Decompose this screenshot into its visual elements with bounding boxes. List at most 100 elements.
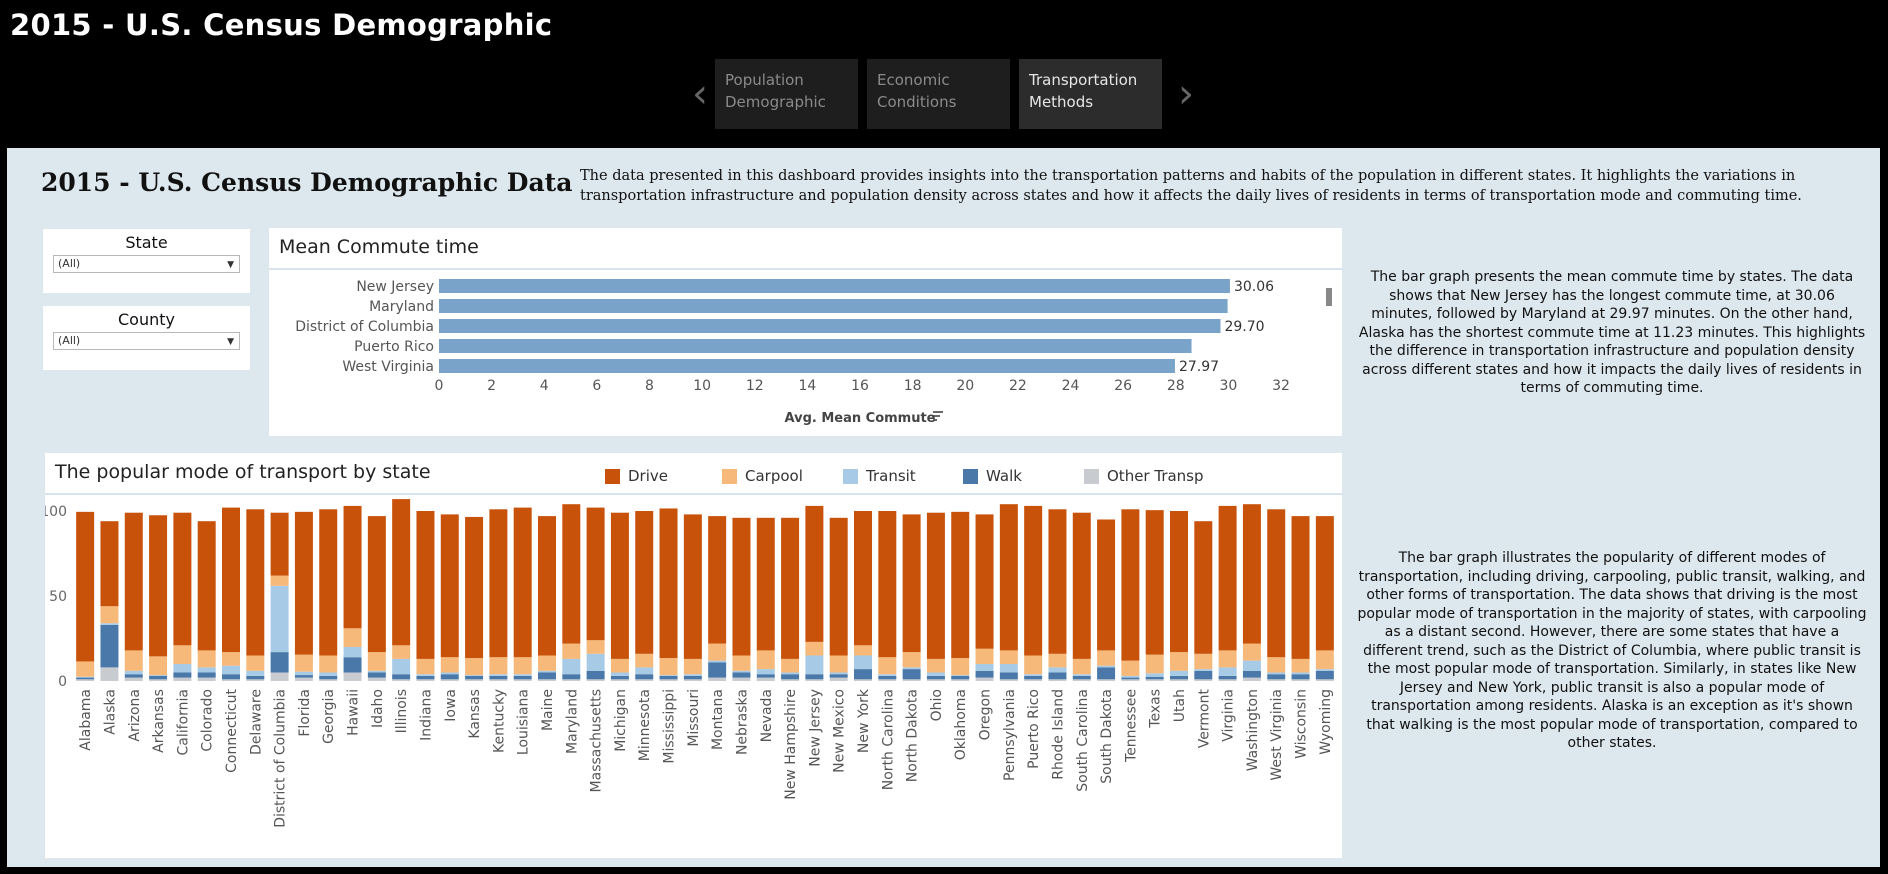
transport-bar-segment	[1097, 667, 1116, 680]
commute-x-tick: 32	[1272, 378, 1290, 394]
legend-item-drive[interactable]: Drive	[605, 467, 668, 485]
transport-bar-segment	[270, 652, 289, 673]
commute-data-label: 27.97	[1179, 359, 1219, 375]
transport-bar-segment	[756, 677, 775, 681]
state-dropdown[interactable]: (All) ▼	[53, 255, 240, 273]
chevron-down-icon[interactable]: ▼	[227, 260, 234, 270]
tab-economic-conditions[interactable]: Economic Conditions	[867, 59, 1010, 129]
transport-category-label: New Jersey	[807, 689, 823, 767]
transport-bar-segment	[902, 669, 921, 680]
transport-bar-segment	[513, 679, 532, 681]
transport-bar-segment	[951, 511, 970, 659]
tab-transportation-methods[interactable]: Transportation Methods	[1019, 59, 1162, 129]
transport-bar-segment	[1024, 505, 1043, 656]
commute-category-label: Puerto Rico	[354, 339, 434, 355]
transport-bar-segment	[465, 679, 484, 681]
transport-bar-segment	[538, 655, 556, 671]
transport-bar-segment	[440, 657, 459, 673]
transport-bar-segment	[197, 677, 216, 681]
county-dropdown[interactable]: (All) ▼	[53, 332, 240, 350]
transport-bar-segment	[513, 675, 532, 680]
chevron-left-icon[interactable]: ‹	[692, 71, 708, 117]
transport-bar-segment	[1048, 653, 1067, 668]
commute-bar	[439, 359, 1175, 373]
transport-category-label: North Carolina	[880, 689, 896, 790]
legend-item-carpool[interactable]: Carpool	[722, 467, 803, 485]
commute-x-tick: 22	[1009, 378, 1027, 394]
transport-bar-segment	[392, 499, 411, 646]
legend-item-transit[interactable]: Transit	[843, 467, 916, 485]
transport-bar-segment	[902, 514, 921, 653]
transport-category-label: Puerto Rico	[1026, 689, 1042, 769]
commute-x-tick: 6	[592, 378, 601, 394]
transport-bar-segment	[1315, 670, 1334, 680]
transport-bar-segment	[124, 512, 143, 651]
transport-bar-segment	[829, 674, 848, 678]
transport-bar-segment	[854, 511, 872, 646]
transport-bar-segment	[1097, 650, 1116, 666]
transport-bar-segment	[562, 674, 581, 680]
transport-bar-segment	[489, 674, 508, 676]
transport-bar-segment	[951, 679, 970, 681]
transport-bar-segment	[222, 665, 240, 675]
transport-chart-title: The popular mode of transport by state	[55, 461, 431, 483]
transport-bar-segment	[999, 672, 1018, 680]
transport-bar-segment	[1291, 658, 1310, 673]
transport-bar-segment	[367, 652, 386, 671]
transport-bar-segment	[781, 679, 800, 681]
chevron-down-icon[interactable]: ▼	[227, 337, 234, 347]
transport-bar-segment	[1072, 658, 1091, 675]
tab-population-demographic[interactable]: Population Demographic	[715, 59, 858, 129]
scrollbar-thumb[interactable]	[1326, 288, 1332, 306]
transport-bar-segment	[440, 674, 459, 680]
transport-bar-segment	[270, 512, 289, 576]
legend-swatch	[722, 468, 737, 484]
transport-bar-segment	[513, 674, 532, 676]
transport-bar-segment	[1218, 650, 1237, 668]
transport-bar-segment	[538, 679, 556, 681]
transport-bar-segment	[586, 653, 605, 671]
legend-label: Transit	[866, 467, 916, 485]
tab-label-line2: Methods	[1029, 93, 1094, 111]
transport-bar-segment	[1291, 679, 1310, 681]
transport-bar-segment	[76, 511, 95, 662]
transport-bar-segment	[902, 652, 921, 668]
transport-bar-segment	[246, 675, 265, 680]
transport-category-label: Washington	[1245, 689, 1261, 771]
commute-category-label: West Virginia	[342, 359, 434, 375]
transport-bar-segment	[319, 679, 338, 681]
title-divider	[269, 268, 1342, 270]
transport-bar-segment	[173, 664, 192, 673]
transport-bar-segment	[586, 670, 605, 680]
legend-item-walk[interactable]: Walk	[963, 467, 1022, 485]
transport-bar-segment	[659, 675, 678, 680]
transport-bar-segment	[1194, 670, 1213, 680]
transport-bar-segment	[1291, 674, 1310, 680]
transport-bar-segment	[246, 509, 265, 656]
transport-bar-segment	[149, 515, 168, 657]
transport-chart-panel: The popular mode of transport by state D…	[45, 453, 1342, 858]
transport-bar-segment	[124, 674, 143, 678]
transport-bar-segment	[829, 672, 848, 675]
transport-bar-segment	[1170, 511, 1188, 653]
chevron-right-icon[interactable]: ›	[1178, 71, 1194, 117]
transport-category-label: Mississippi	[662, 689, 678, 764]
transport-bar-segment	[1194, 521, 1213, 654]
transport-bar-segment	[367, 672, 386, 678]
transport-bar-segment	[538, 670, 556, 673]
transport-bar-segment	[294, 671, 313, 676]
transport-bar-segment	[343, 672, 362, 681]
transport-bar-segment	[1145, 673, 1164, 677]
transport-bar-segment	[1315, 516, 1334, 651]
transport-bar-segment	[416, 658, 435, 675]
transport-bar-segment	[465, 658, 484, 676]
legend-item-other[interactable]: Other Transp	[1084, 467, 1204, 485]
transport-bar-segment	[416, 674, 435, 676]
transport-category-label: Vermont	[1196, 688, 1212, 748]
commute-x-tick: 14	[798, 378, 816, 394]
transport-category-label: New York	[856, 688, 872, 753]
transport-bar-segment	[1194, 679, 1213, 681]
transport-bar-segment	[708, 660, 727, 663]
transport-bar-segment	[246, 655, 265, 671]
transport-bar-segment	[999, 650, 1018, 664]
